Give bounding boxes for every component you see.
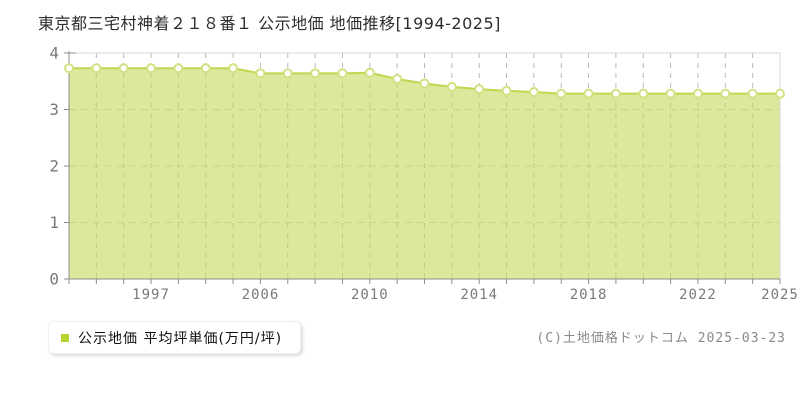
data-point <box>474 84 485 95</box>
y-tick-label: 4 <box>49 44 59 63</box>
data-point <box>501 85 512 96</box>
chart-title: 東京都三宅村神着２１８番１ 公示地価 地価推移[1994-2025] <box>38 14 501 33</box>
data-point <box>610 88 621 99</box>
data-point <box>200 63 211 74</box>
data-point <box>64 63 74 74</box>
data-point <box>747 88 758 99</box>
data-point <box>337 68 348 79</box>
y-tick-label: 0 <box>49 270 59 289</box>
legend-marker-icon <box>61 333 69 342</box>
x-tick-label: 2014 <box>460 287 498 303</box>
y-tick-label: 3 <box>49 100 59 119</box>
data-point <box>118 63 129 74</box>
data-point <box>228 63 239 74</box>
area-fill <box>69 68 780 279</box>
data-point <box>720 88 731 99</box>
x-tick-label: 2010 <box>351 287 389 303</box>
y-tick-label: 1 <box>49 213 59 232</box>
data-point <box>665 88 676 99</box>
legend: 公示地価 平均坪単価(万円/坪) <box>48 321 302 354</box>
x-tick-label: 2022 <box>679 287 717 303</box>
data-point <box>692 88 703 99</box>
data-point <box>583 88 594 99</box>
legend-label: 公示地価 平均坪単価(万円/坪) <box>78 330 283 347</box>
data-point <box>392 73 403 84</box>
data-point <box>419 78 430 89</box>
y-tick-label: 2 <box>49 157 59 176</box>
data-point <box>91 63 102 74</box>
data-point <box>528 86 539 97</box>
x-tick-label: 2025 <box>761 287 799 303</box>
x-tick-label: 2018 <box>570 287 608 303</box>
data-point <box>146 63 157 74</box>
x-tick-label: 1997 <box>132 287 170 303</box>
data-point <box>282 68 293 79</box>
data-point <box>775 88 785 99</box>
data-point <box>556 88 567 99</box>
x-tick-label: 2006 <box>242 287 280 303</box>
data-point <box>446 81 457 92</box>
data-point <box>255 68 266 79</box>
data-point <box>364 67 375 78</box>
data-point <box>638 88 649 99</box>
copyright-text: (C)土地価格ドットコム 2025-03-23 <box>536 331 786 346</box>
data-point <box>173 63 184 74</box>
data-point <box>310 68 321 79</box>
